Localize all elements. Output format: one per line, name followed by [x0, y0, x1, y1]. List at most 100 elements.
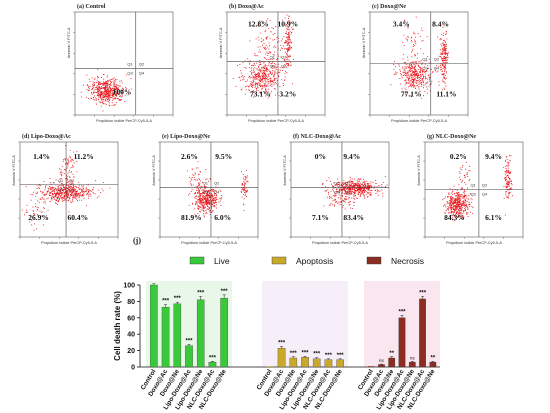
- event-dot: [451, 209, 452, 210]
- event-dot: [425, 60, 427, 62]
- event-dot: [32, 213, 34, 214]
- quadrant-percent-q3: 84.3%: [444, 213, 465, 222]
- event-dot: [263, 62, 265, 64]
- event-dot: [63, 187, 64, 189]
- significance-mark: ***: [221, 289, 229, 295]
- event-dot: [111, 94, 113, 96]
- event-dot: [453, 205, 455, 207]
- event-dot: [83, 191, 85, 193]
- event-dot: [112, 97, 114, 99]
- event-dot: [443, 35, 445, 36]
- event-dot: [370, 193, 372, 195]
- event-dot: [462, 204, 464, 206]
- event-dot: [351, 197, 353, 199]
- event-dot: [259, 70, 261, 72]
- event-dot: [110, 81, 112, 82]
- event-dot: [286, 66, 288, 68]
- event-dot: [345, 191, 347, 193]
- event-dot: [348, 192, 350, 194]
- event-dot: [276, 67, 278, 68]
- event-dot: [274, 45, 276, 47]
- event-dot: [457, 201, 459, 203]
- event-dot: [258, 39, 260, 41]
- event-dot: [269, 38, 271, 40]
- event-dot: [458, 205, 460, 207]
- event-dot: [409, 80, 411, 82]
- quadrant-label-q2: Q2: [434, 57, 440, 62]
- event-dot: [277, 92, 278, 94]
- event-dot: [275, 65, 277, 67]
- event-dot: [105, 100, 107, 102]
- event-dot: [199, 197, 201, 199]
- event-dot: [460, 169, 462, 171]
- event-dot: [506, 197, 508, 198]
- event-dot: [366, 180, 368, 182]
- event-dot: [423, 81, 424, 83]
- event-dot: [418, 65, 420, 66]
- event-dot: [442, 62, 444, 64]
- event-dot: [107, 96, 109, 98]
- event-dot: [78, 195, 80, 197]
- event-dot: [412, 66, 414, 68]
- event-dot: [251, 84, 253, 86]
- event-dot: [41, 192, 43, 194]
- event-dot: [364, 190, 366, 191]
- event-dot: [214, 199, 216, 201]
- event-dot: [354, 193, 355, 195]
- event-dot: [98, 89, 99, 91]
- event-dot: [72, 192, 74, 193]
- event-dot: [51, 189, 53, 191]
- event-dot: [370, 192, 372, 194]
- event-dot: [100, 91, 102, 93]
- event-dot: [260, 69, 262, 71]
- event-dot: [199, 171, 201, 173]
- event-dot: [348, 185, 350, 187]
- event-dot: [69, 193, 71, 195]
- event-dot: [105, 81, 107, 82]
- event-dot: [204, 189, 206, 191]
- event-dot: [446, 57, 448, 59]
- event-dot: [99, 88, 101, 90]
- event-dot: [441, 49, 443, 50]
- event-dot: [345, 183, 347, 185]
- event-dot: [26, 211, 28, 213]
- event-dot: [348, 204, 350, 206]
- event-dot: [408, 79, 410, 81]
- event-dot: [241, 192, 242, 194]
- event-dot: [354, 178, 356, 180]
- event-dot: [72, 196, 73, 198]
- event-dot: [409, 65, 410, 67]
- event-dot: [55, 194, 56, 196]
- event-dot: [261, 72, 263, 74]
- event-dot: [404, 20, 406, 22]
- event-dot: [354, 184, 355, 186]
- event-dot: [37, 207, 39, 209]
- event-dot: [467, 187, 468, 189]
- event-dot: [116, 93, 118, 95]
- event-dot: [451, 198, 453, 200]
- event-dot: [74, 189, 76, 190]
- event-dot: [357, 180, 359, 182]
- event-dot: [410, 64, 412, 66]
- event-dot: [455, 210, 457, 212]
- event-dot: [333, 187, 335, 189]
- event-dot: [354, 189, 356, 191]
- event-dot: [198, 198, 200, 200]
- event-dot: [220, 197, 222, 199]
- event-dot: [244, 191, 246, 193]
- event-dot: [269, 58, 271, 60]
- quadrant-percent-q2: 9.5%: [215, 152, 232, 161]
- event-dot: [429, 83, 431, 85]
- event-dot: [264, 78, 265, 80]
- event-dot: [458, 197, 459, 199]
- y-axis-label: Annexin V FITC-A: [67, 27, 71, 58]
- event-dot: [64, 196, 66, 197]
- event-dot: [108, 89, 110, 91]
- event-dot: [508, 171, 509, 172]
- event-dot: [506, 156, 508, 158]
- event-dot: [88, 98, 90, 99]
- event-dot: [199, 178, 200, 180]
- event-dot: [366, 188, 368, 190]
- event-dot: [420, 48, 422, 50]
- event-dot: [415, 81, 417, 83]
